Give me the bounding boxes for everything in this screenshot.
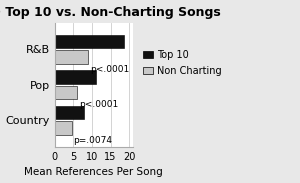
Bar <box>55 35 124 48</box>
Bar <box>55 50 88 64</box>
Bar <box>55 106 84 119</box>
Title: 2009 Top 10 vs. Non-Charting Songs: 2009 Top 10 vs. Non-Charting Songs <box>0 5 221 18</box>
Bar <box>55 121 72 135</box>
Text: p<.0001: p<.0001 <box>90 65 129 74</box>
Bar <box>55 86 77 99</box>
Bar <box>55 70 96 84</box>
Text: p<.0001: p<.0001 <box>79 100 118 109</box>
X-axis label: Mean References Per Song: Mean References Per Song <box>25 167 163 178</box>
Legend: Top 10, Non Charting: Top 10, Non Charting <box>139 46 225 80</box>
Text: p=.0074: p=.0074 <box>74 136 112 145</box>
